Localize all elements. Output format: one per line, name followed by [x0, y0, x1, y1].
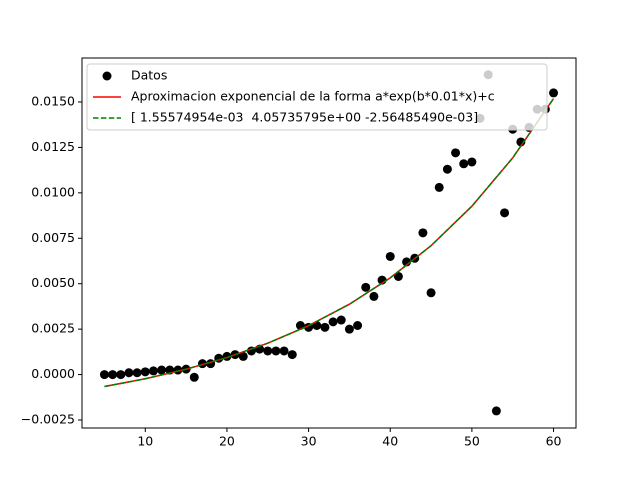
data-point: [549, 88, 559, 98]
data-point: [336, 315, 346, 325]
data-point: [418, 228, 428, 238]
data-point: [287, 350, 297, 360]
y-tick-label: 0.0025: [31, 321, 75, 336]
legend-box: [86, 63, 548, 131]
y-tick-label: 0.0125: [31, 139, 75, 154]
data-point: [459, 159, 469, 169]
x-tick-label: 20: [219, 434, 235, 449]
data-point: [369, 291, 379, 301]
data-point: [467, 157, 477, 167]
y-tick-label: 0.0075: [31, 230, 75, 245]
x-tick-label: 60: [546, 434, 562, 449]
data-point: [189, 372, 199, 382]
data-point: [99, 370, 109, 380]
data-point: [451, 148, 461, 158]
data-point: [491, 406, 501, 416]
x-tick-label: 30: [301, 434, 317, 449]
data-point: [393, 271, 403, 281]
x-tick-label: 50: [464, 434, 480, 449]
y-tick-label: 0.0000: [31, 366, 75, 381]
data-point: [442, 164, 452, 174]
data-point: [271, 346, 281, 356]
legend-marker: [102, 71, 112, 81]
data-point: [500, 208, 510, 218]
data-point: [328, 317, 338, 327]
y-tick-label: 0.0050: [31, 275, 75, 290]
data-point: [157, 365, 167, 375]
x-tick-label: 40: [382, 434, 398, 449]
data-point: [516, 137, 526, 147]
data-point: [385, 251, 395, 261]
fit-line: [104, 98, 555, 388]
data-point: [132, 368, 142, 378]
data-point: [361, 282, 371, 292]
data-point: [148, 366, 158, 376]
y-tick-label: 0.0150: [31, 93, 75, 108]
data-point: [344, 324, 354, 334]
legend-label: Aproximacion exponencial de la forma a*e…: [131, 89, 495, 104]
data-point: [434, 182, 444, 192]
data-point: [116, 370, 126, 380]
plot-frame: [81, 57, 577, 429]
data-point: [263, 346, 273, 356]
fit-line: [104, 98, 555, 388]
data-point: [320, 322, 330, 332]
data-point: [124, 368, 134, 378]
data-point: [353, 321, 363, 331]
data-point: [140, 367, 150, 377]
data-point: [279, 346, 289, 356]
data-point: [108, 370, 118, 380]
data-point: [238, 351, 248, 361]
data-point: [426, 288, 436, 298]
legend-label: [ 1.55574954e-03 4.05735795e+00 -2.56485…: [131, 110, 478, 125]
y-tick-label: −0.0025: [21, 412, 75, 427]
y-tick-label: 0.0100: [31, 184, 75, 199]
legend-label: Datos: [131, 68, 167, 83]
x-tick-label: 10: [137, 434, 153, 449]
